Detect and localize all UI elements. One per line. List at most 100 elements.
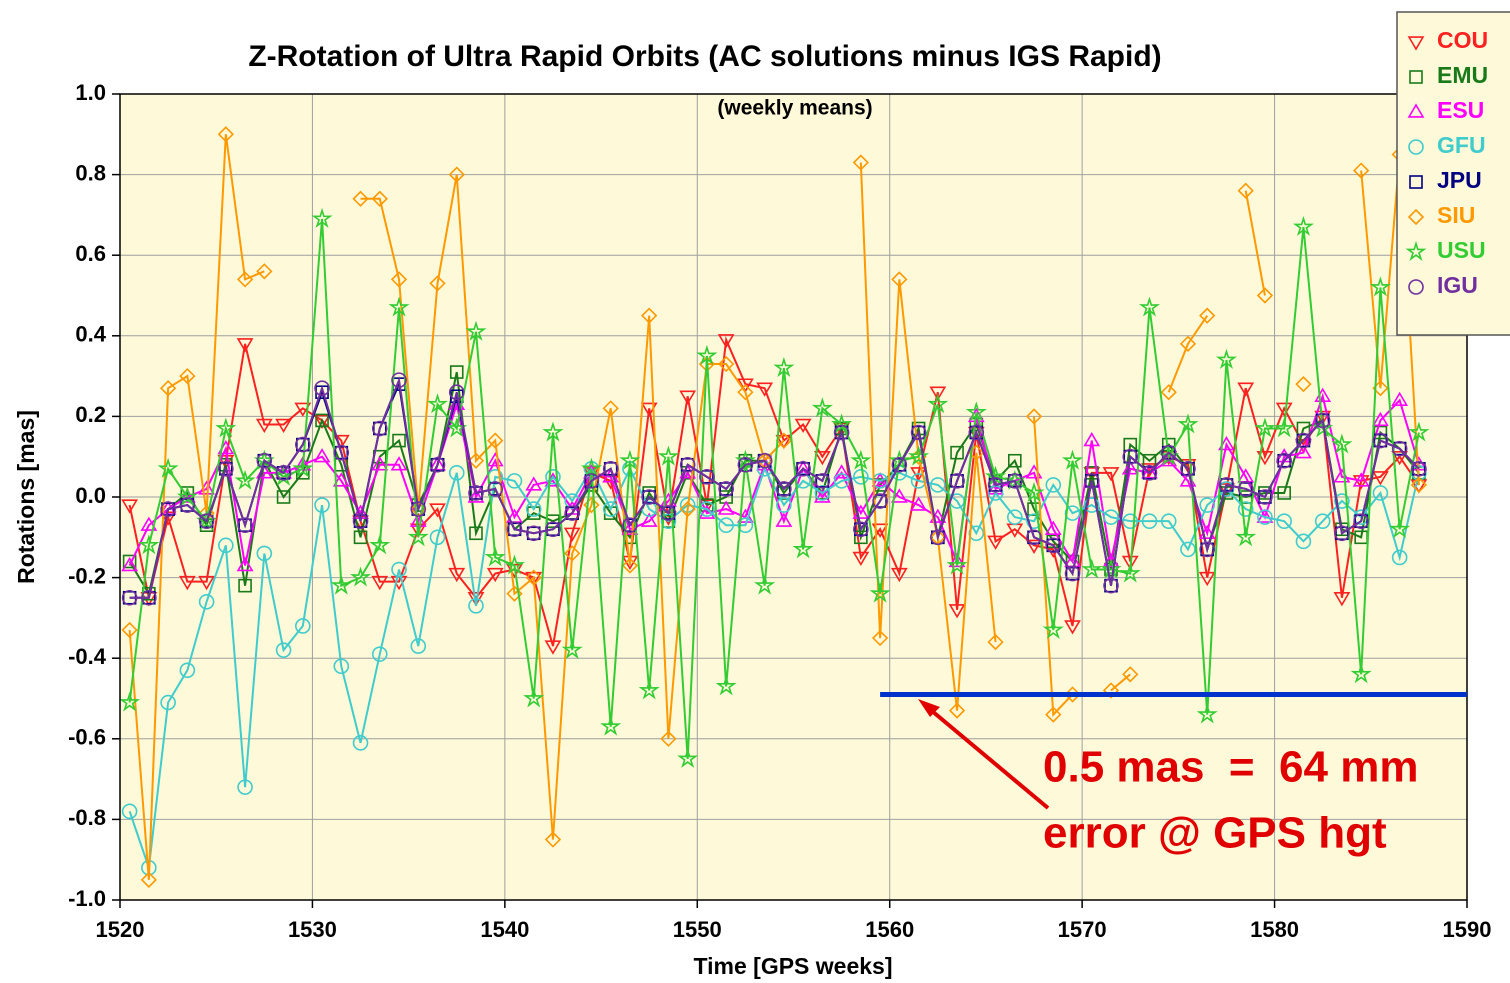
marker — [352, 735, 369, 751]
marker — [330, 574, 352, 595]
marker — [813, 488, 831, 503]
marker — [1121, 555, 1139, 571]
marker — [218, 460, 234, 477]
series-line — [128, 336, 1420, 647]
marker — [407, 526, 429, 547]
marker — [1295, 432, 1312, 449]
legend: COU EMU ESU GFU JPU SIU USU IGU — [1396, 11, 1510, 336]
marker — [1081, 558, 1103, 579]
marker — [332, 472, 350, 487]
marker — [1295, 444, 1312, 459]
legend-label: GFU — [1437, 132, 1486, 158]
marker — [352, 190, 369, 207]
marker — [1314, 513, 1331, 529]
marker — [1064, 505, 1081, 521]
marker — [238, 518, 252, 533]
marker — [718, 355, 735, 373]
marker — [1296, 433, 1311, 448]
marker — [1141, 465, 1158, 481]
marker — [1256, 450, 1274, 466]
marker — [796, 461, 810, 476]
marker — [369, 534, 391, 555]
marker — [1100, 558, 1122, 579]
marker — [333, 444, 350, 461]
marker — [390, 271, 408, 288]
marker — [119, 691, 141, 712]
marker — [295, 436, 311, 453]
marker — [833, 473, 850, 489]
marker — [161, 502, 175, 516]
marker — [850, 449, 872, 470]
marker — [719, 482, 733, 496]
marker — [410, 638, 427, 654]
marker — [159, 380, 177, 397]
legend-label: JPU — [1437, 167, 1482, 193]
marker — [388, 296, 410, 317]
marker — [792, 538, 814, 559]
marker — [948, 604, 966, 619]
marker — [1277, 486, 1291, 500]
marker — [1352, 472, 1370, 487]
marker — [1410, 476, 1428, 494]
marker — [621, 557, 639, 574]
marker — [696, 344, 718, 365]
marker — [295, 618, 311, 634]
marker — [121, 499, 139, 514]
marker — [1276, 513, 1292, 529]
marker — [1372, 411, 1389, 427]
marker — [276, 490, 291, 504]
marker — [1275, 402, 1293, 417]
marker — [1237, 501, 1254, 517]
marker — [506, 473, 523, 489]
marker — [660, 505, 677, 521]
marker — [775, 512, 793, 527]
marker — [1408, 139, 1424, 155]
marker — [256, 545, 273, 562]
marker — [217, 455, 235, 470]
marker — [775, 434, 793, 450]
marker — [523, 687, 545, 708]
marker — [545, 521, 561, 538]
marker — [315, 413, 329, 428]
marker — [987, 477, 1004, 493]
marker — [1295, 533, 1312, 550]
marker — [371, 456, 389, 471]
marker — [737, 517, 754, 534]
marker — [1409, 70, 1423, 84]
marker — [1141, 464, 1158, 479]
marker — [564, 505, 581, 521]
marker — [1180, 541, 1196, 558]
marker — [467, 592, 485, 607]
marker — [350, 566, 372, 587]
x-tick-label: 1540 — [480, 917, 529, 942]
marker — [813, 450, 831, 466]
marker — [1062, 449, 1084, 470]
marker — [736, 378, 754, 393]
x-tick-label: 1560 — [865, 917, 914, 942]
marker — [256, 452, 273, 469]
marker — [815, 474, 830, 488]
marker — [314, 497, 330, 513]
marker — [352, 513, 369, 529]
marker — [1276, 452, 1292, 469]
marker — [237, 779, 253, 795]
series-line — [128, 218, 1420, 760]
marker — [910, 424, 927, 441]
marker — [1373, 425, 1388, 440]
marker — [1257, 489, 1273, 505]
marker — [1160, 513, 1177, 529]
marker — [1331, 433, 1353, 454]
marker — [1277, 453, 1291, 468]
marker — [1334, 525, 1350, 542]
marker — [429, 456, 446, 473]
y-tick-label: 0.2 — [75, 402, 106, 427]
marker — [737, 384, 754, 401]
marker — [525, 571, 543, 587]
y-tick-label: -1.0 — [68, 886, 106, 911]
marker — [602, 468, 620, 483]
marker — [121, 589, 138, 606]
marker — [854, 522, 868, 537]
marker — [1352, 475, 1370, 490]
marker — [179, 367, 196, 385]
y-tick-label: 0.6 — [75, 241, 106, 266]
